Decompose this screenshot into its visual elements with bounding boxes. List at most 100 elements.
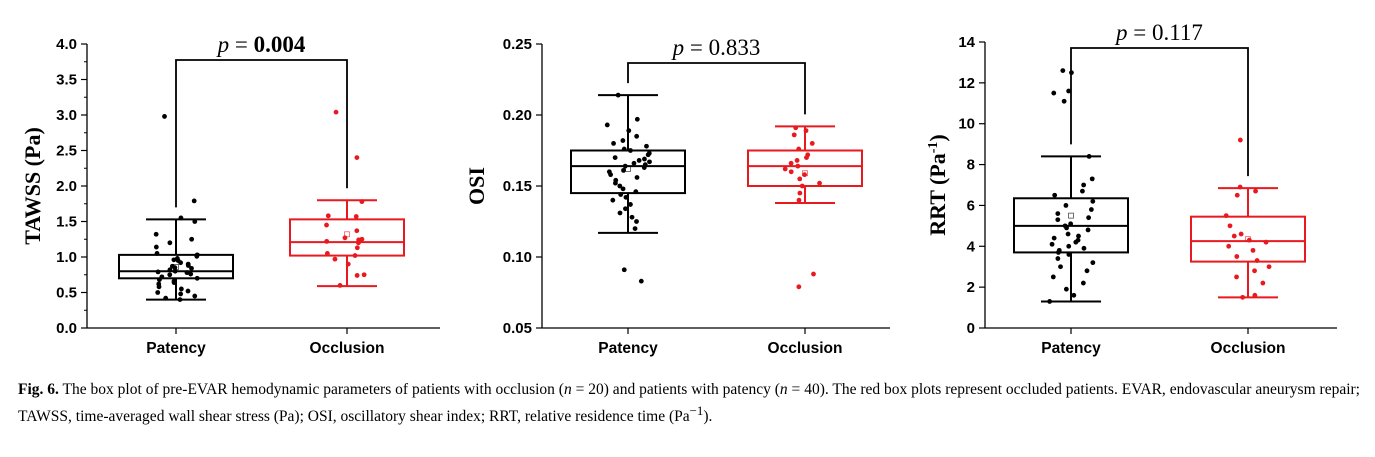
data-point [1237, 184, 1243, 190]
data-point [359, 199, 365, 205]
y-tick-label: 0.15 [503, 178, 532, 195]
x-tick-label: Patency [146, 340, 206, 357]
data-point [156, 284, 162, 290]
data-point [354, 245, 360, 251]
data-point [1066, 88, 1072, 94]
data-point [641, 165, 647, 170]
data-point [1254, 258, 1260, 263]
data-point [1047, 299, 1053, 304]
data-point [817, 180, 822, 186]
y-tick-label: 0.5 [56, 285, 77, 302]
data-point [354, 228, 360, 234]
data-point [1065, 231, 1071, 237]
osi-panel: 0.05 0.10 0.15 0.20 0.25 OSI Patency Occlusion p… [464, 35, 890, 357]
data-point [337, 283, 343, 288]
data-point [171, 257, 177, 263]
data-point [623, 206, 628, 212]
box-iqr [118, 253, 234, 280]
p-value-label: p = 0.004 [216, 32, 306, 57]
data-point [192, 219, 198, 224]
y-tick-label: 4 [967, 238, 976, 255]
data-point [631, 160, 637, 166]
data-point [797, 190, 803, 196]
data-point [178, 286, 184, 292]
data-point [345, 261, 351, 267]
data-point [634, 133, 640, 139]
data-point [156, 277, 162, 283]
data-point [1063, 203, 1069, 208]
data-point [1234, 192, 1240, 198]
data-point [354, 155, 360, 161]
data-point [167, 272, 173, 278]
data-point [1266, 264, 1272, 270]
data-point [1055, 256, 1061, 261]
data-point [1061, 98, 1067, 104]
data-point [642, 156, 647, 162]
box-group-occlusion [747, 125, 863, 290]
data-point [618, 192, 624, 197]
y-tick-label: 2 [967, 279, 975, 296]
data-point [1226, 243, 1232, 249]
x-tick-label: Patency [598, 340, 658, 357]
caption-text-2: = 20) and patients with patency ( [571, 381, 780, 398]
data-point [1234, 254, 1240, 259]
caption-text-4: ). [703, 408, 713, 426]
data-point [185, 288, 191, 294]
data-point [620, 186, 626, 192]
caption-label: Fig. 6. [18, 381, 59, 398]
data-point [799, 183, 805, 189]
data-point [1064, 225, 1069, 231]
data-point [1049, 241, 1055, 247]
caption-superscript: −1 [689, 403, 704, 418]
data-point [324, 251, 330, 256]
data-point [811, 271, 816, 277]
box-group-patency [118, 114, 234, 302]
data-point [802, 172, 807, 178]
data-point [1068, 221, 1074, 227]
data-point [796, 284, 802, 290]
significance-bracket [175, 59, 348, 208]
p-value-label: p = 0.117 [1114, 20, 1203, 45]
data-point [791, 132, 797, 138]
figure-caption: Fig. 6. The box plot of pre-EVAR hemodyn… [18, 379, 1360, 427]
data-point [342, 235, 348, 241]
data-point [1060, 68, 1066, 73]
data-point [629, 214, 635, 220]
data-point [1052, 192, 1058, 198]
data-point [1260, 280, 1266, 286]
y-tick-label: 8 [967, 157, 975, 174]
data-point [178, 260, 184, 266]
data-point [188, 271, 194, 277]
y-axis-label: TAWSS (Pa) [20, 127, 45, 245]
data-point [324, 222, 329, 228]
tawss-panel: 0.0 0.5 1.0 1.5 2.0 2.5 3.0 3.5 4.0 TAWSS (Pa) Pat… [20, 32, 440, 357]
data-point [1055, 211, 1061, 217]
data-point [1250, 247, 1256, 253]
figure-charts: 0.0 0.5 1.0 1.5 2.0 2.5 3.0 3.5 4.0 TAWSS (Pa) Pat… [20, 20, 1337, 357]
data-point [1055, 217, 1061, 223]
data-point [634, 116, 640, 122]
data-point [1090, 198, 1096, 204]
data-point [633, 189, 639, 195]
data-point [645, 152, 651, 158]
x-tick-label: Patency [1041, 340, 1101, 357]
data-point [612, 155, 618, 161]
data-point [613, 180, 618, 186]
data-point [794, 158, 800, 163]
y-tick-label: 4.0 [56, 36, 77, 53]
data-point [626, 128, 632, 134]
data-point [796, 197, 802, 203]
y-tick-label: 0.20 [503, 107, 532, 124]
data-point [1252, 268, 1257, 274]
data-point [1237, 137, 1243, 143]
data-point [647, 159, 652, 165]
data-point [803, 128, 809, 134]
box-iqr [747, 149, 863, 187]
rrt-panel: 0 2 4 6 8 10 12 14 RRT (Pa-1) Patency Occlusion p =… [925, 20, 1337, 357]
caption-n-var-1: n [563, 381, 572, 398]
data-point [1073, 239, 1079, 245]
data-point [178, 291, 184, 297]
data-point [333, 109, 339, 115]
data-point [622, 163, 628, 169]
box-iqr [1190, 215, 1306, 263]
